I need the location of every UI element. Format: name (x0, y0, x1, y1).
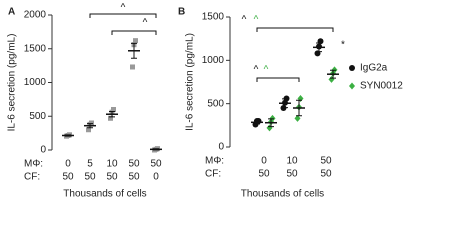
x-tick-label: 50 (320, 169, 332, 180)
data-point (328, 75, 335, 83)
legend-label: SYN0012 (360, 81, 403, 92)
annotation: ^ (143, 18, 148, 29)
figure: AIL-6 secretion (pg/mL)0500100015002000M… (7, 3, 404, 200)
x-axis-label: Thousands of cells (241, 189, 324, 200)
error-bar (268, 118, 274, 128)
data-point (89, 120, 94, 126)
y-tick-label: 0 (218, 142, 224, 153)
data-point (133, 38, 138, 44)
legend-marker (349, 82, 355, 90)
error-bar (109, 111, 115, 118)
y-tick-label: 500 (29, 111, 46, 122)
row-label: MΦ: (24, 159, 43, 170)
x-tick-label: 50 (128, 159, 140, 170)
x-tick-label: 50 (258, 169, 270, 180)
data-point (294, 114, 301, 122)
row-label: CF: (24, 172, 40, 183)
annotation: * (341, 40, 345, 51)
data-point (130, 64, 135, 70)
x-tick-label: 0 (261, 156, 267, 167)
x-axis-label: Thousands of cells (63, 189, 146, 200)
y-tick-label: 2000 (24, 10, 47, 21)
y-tick-label: 1000 (202, 55, 225, 66)
error-bar (153, 148, 159, 151)
x-tick-label: 50 (320, 156, 332, 167)
y-tick-label: 500 (207, 98, 224, 109)
x-tick-label: 50 (62, 172, 74, 183)
data-point (266, 124, 273, 132)
annotation: ^ (121, 3, 126, 14)
error-bar (254, 120, 260, 125)
error-bar (296, 99, 302, 117)
legend-marker (349, 65, 355, 71)
panel-label: A (8, 7, 15, 18)
x-tick-label: 50 (286, 169, 298, 180)
error-bar (131, 42, 137, 59)
significance-bracket (111, 30, 157, 35)
x-tick-label: 50 (150, 159, 162, 170)
annotation: ^ (242, 15, 247, 26)
x-tick-label: 5 (87, 159, 93, 170)
y-tick-label: 1000 (24, 77, 47, 88)
significance-bracket (256, 77, 300, 82)
panel-label: B (178, 7, 185, 18)
row-label: MΦ: (205, 156, 224, 167)
error-bar (316, 42, 322, 53)
y-tick-label: 1500 (24, 43, 47, 54)
y-axis-label: IL-6 secretion (pg/mL) (7, 34, 18, 132)
data-point (111, 107, 116, 112)
error-bar (282, 98, 288, 109)
y-axis-label: IL-6 secretion (pg/mL) (185, 33, 196, 131)
data-point (108, 115, 113, 121)
error-bar (65, 134, 71, 137)
x-tick-label: 0 (153, 172, 159, 183)
error-bar (330, 69, 336, 79)
annotation: ^ (254, 15, 259, 26)
data-point (86, 127, 91, 133)
row-label: CF: (205, 169, 221, 180)
x-tick-label: 50 (84, 172, 96, 183)
x-tick-label: 50 (128, 172, 140, 183)
annotation: ^ (264, 65, 269, 76)
significance-bracket (256, 27, 334, 32)
legend-label: IgG2a (360, 63, 388, 74)
significance-bracket (89, 13, 157, 18)
y-tick-label: 0 (40, 145, 46, 156)
x-tick-label: 10 (286, 156, 298, 167)
x-tick-label: 10 (106, 159, 118, 170)
x-tick-label: 50 (106, 172, 118, 183)
annotation: ^ (254, 65, 259, 76)
y-tick-label: 1500 (202, 12, 225, 23)
error-bar (87, 123, 93, 129)
x-tick-label: 0 (65, 159, 71, 170)
data-point (297, 94, 304, 102)
